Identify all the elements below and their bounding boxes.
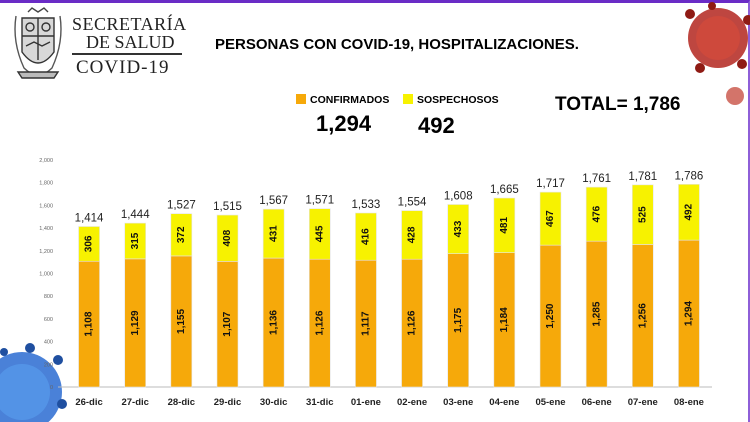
- data-label-confirmed: 1,129: [130, 310, 141, 335]
- data-label-total: 1,444: [121, 209, 150, 221]
- data-label-total: 1,786: [675, 170, 704, 182]
- data-label-confirmed: 1,136: [268, 310, 279, 335]
- y-tick-label: 800: [44, 294, 53, 300]
- data-label-suspected: 445: [314, 225, 325, 242]
- data-label-total: 1,414: [75, 213, 104, 225]
- bar-suspected: [631, 184, 654, 245]
- y-tick-label: 1,200: [39, 249, 53, 255]
- grand-total: TOTAL= 1,786: [555, 94, 681, 115]
- data-label-confirmed: 1,126: [407, 310, 418, 335]
- data-label-suspected: 408: [222, 229, 233, 246]
- x-tick-label: 06-ene: [582, 397, 612, 408]
- data-label-total: 1,554: [398, 197, 427, 209]
- data-label-suspected: 372: [176, 226, 187, 243]
- y-tick-label: 1,600: [39, 203, 53, 209]
- header-divider: [72, 53, 182, 55]
- data-label-total: 1,665: [490, 184, 519, 196]
- y-tick-label: 1,800: [39, 181, 53, 187]
- y-tick-label: 600: [44, 317, 53, 323]
- x-tick-label: 28-dic: [168, 397, 195, 408]
- x-tick-label: 05-ene: [535, 397, 565, 408]
- y-tick-label: 400: [44, 340, 53, 346]
- slide-title: PERSONAS CON COVID-19, HOSPITALIZACIONES…: [215, 36, 579, 53]
- data-label-suspected: 492: [684, 203, 695, 220]
- data-label-total: 1,567: [259, 195, 288, 207]
- x-tick-label: 31-dic: [306, 397, 333, 408]
- y-tick-label: 0: [50, 385, 53, 391]
- y-tick-label: 1,000: [39, 272, 53, 278]
- data-label-suspected: 315: [130, 232, 141, 249]
- data-label-total: 1,571: [305, 195, 334, 207]
- data-label-confirmed: 1,285: [591, 301, 602, 326]
- data-label-suspected: 416: [361, 228, 372, 245]
- bar-suspected: [447, 204, 470, 254]
- data-label-confirmed: 1,256: [637, 303, 648, 328]
- data-label-suspected: 481: [499, 217, 510, 234]
- legend-confirmed-label: CONFIRMADOS: [310, 94, 390, 106]
- bar-suspected: [170, 213, 193, 257]
- x-tick-label: 30-dic: [260, 397, 287, 408]
- data-label-confirmed: 1,126: [314, 310, 325, 335]
- legend-suspected: SOSPECHOSOS: [403, 94, 499, 106]
- data-label-suspected: 431: [268, 225, 279, 242]
- data-label-suspected: 433: [453, 220, 464, 237]
- legend-suspected-label: SOSPECHOSOS: [417, 94, 499, 106]
- y-tick-label: 200: [44, 362, 53, 368]
- data-label-confirmed: 1,294: [684, 301, 695, 326]
- x-tick-label: 04-ene: [489, 397, 519, 408]
- legend-confirmed-swatch: [296, 94, 306, 104]
- data-label-total: 1,533: [352, 199, 381, 211]
- data-label-suspected: 306: [84, 235, 95, 252]
- x-tick-label: 27-dic: [121, 397, 148, 408]
- agency-name-line1: SECRETARÍA: [72, 14, 187, 34]
- x-tick-label: 07-ene: [628, 397, 658, 408]
- data-label-confirmed: 1,155: [176, 309, 187, 334]
- confirmed-total: 1,294: [316, 111, 372, 136]
- agency-name-line2: DE SALUD: [86, 32, 175, 52]
- bar-suspected: [262, 208, 285, 259]
- x-tick-label: 29-dic: [214, 397, 241, 408]
- data-label-suspected: 467: [545, 210, 556, 227]
- bar-suspected: [678, 183, 700, 241]
- data-label-total: 1,515: [213, 201, 242, 213]
- data-label-total: 1,717: [536, 178, 565, 190]
- y-tick-label: 2,000: [39, 158, 53, 164]
- bar-suspected: [355, 212, 377, 261]
- bar-suspected: [585, 186, 608, 242]
- data-label-suspected: 525: [637, 206, 648, 223]
- x-tick-label: 26-dic: [75, 397, 102, 408]
- suspected-total: 492: [418, 113, 455, 138]
- data-label-suspected: 476: [591, 205, 602, 222]
- x-tick-label: 02-ene: [397, 397, 427, 408]
- data-label-total: 1,781: [628, 171, 657, 183]
- bar-suspected: [124, 222, 147, 260]
- bar-suspected: [493, 197, 516, 253]
- data-label-confirmed: 1,108: [84, 311, 95, 336]
- bar-suspected: [216, 214, 239, 262]
- y-tick-label: 1,400: [39, 226, 53, 232]
- data-label-confirmed: 1,117: [361, 311, 372, 336]
- x-tick-label: 01-ene: [351, 397, 381, 408]
- legend-confirmed: CONFIRMADOS: [296, 94, 389, 106]
- data-label-confirmed: 1,107: [222, 311, 233, 336]
- x-tick-label: 03-ene: [443, 397, 473, 408]
- data-label-confirmed: 1,175: [453, 307, 464, 332]
- data-label-confirmed: 1,250: [545, 303, 556, 328]
- data-label-suspected: 428: [407, 226, 418, 243]
- data-label-confirmed: 1,184: [499, 307, 510, 332]
- data-label-total: 1,608: [444, 190, 473, 202]
- bar-suspected: [401, 210, 423, 260]
- legend-suspected-swatch: [403, 94, 413, 104]
- bar-suspected: [539, 191, 562, 246]
- data-label-total: 1,527: [167, 200, 196, 212]
- bar-suspected: [78, 226, 100, 262]
- bar-suspected: [308, 208, 331, 260]
- x-tick-label: 08-ene: [674, 397, 704, 408]
- program-name: COVID-19: [76, 57, 170, 78]
- data-label-total: 1,761: [582, 173, 611, 185]
